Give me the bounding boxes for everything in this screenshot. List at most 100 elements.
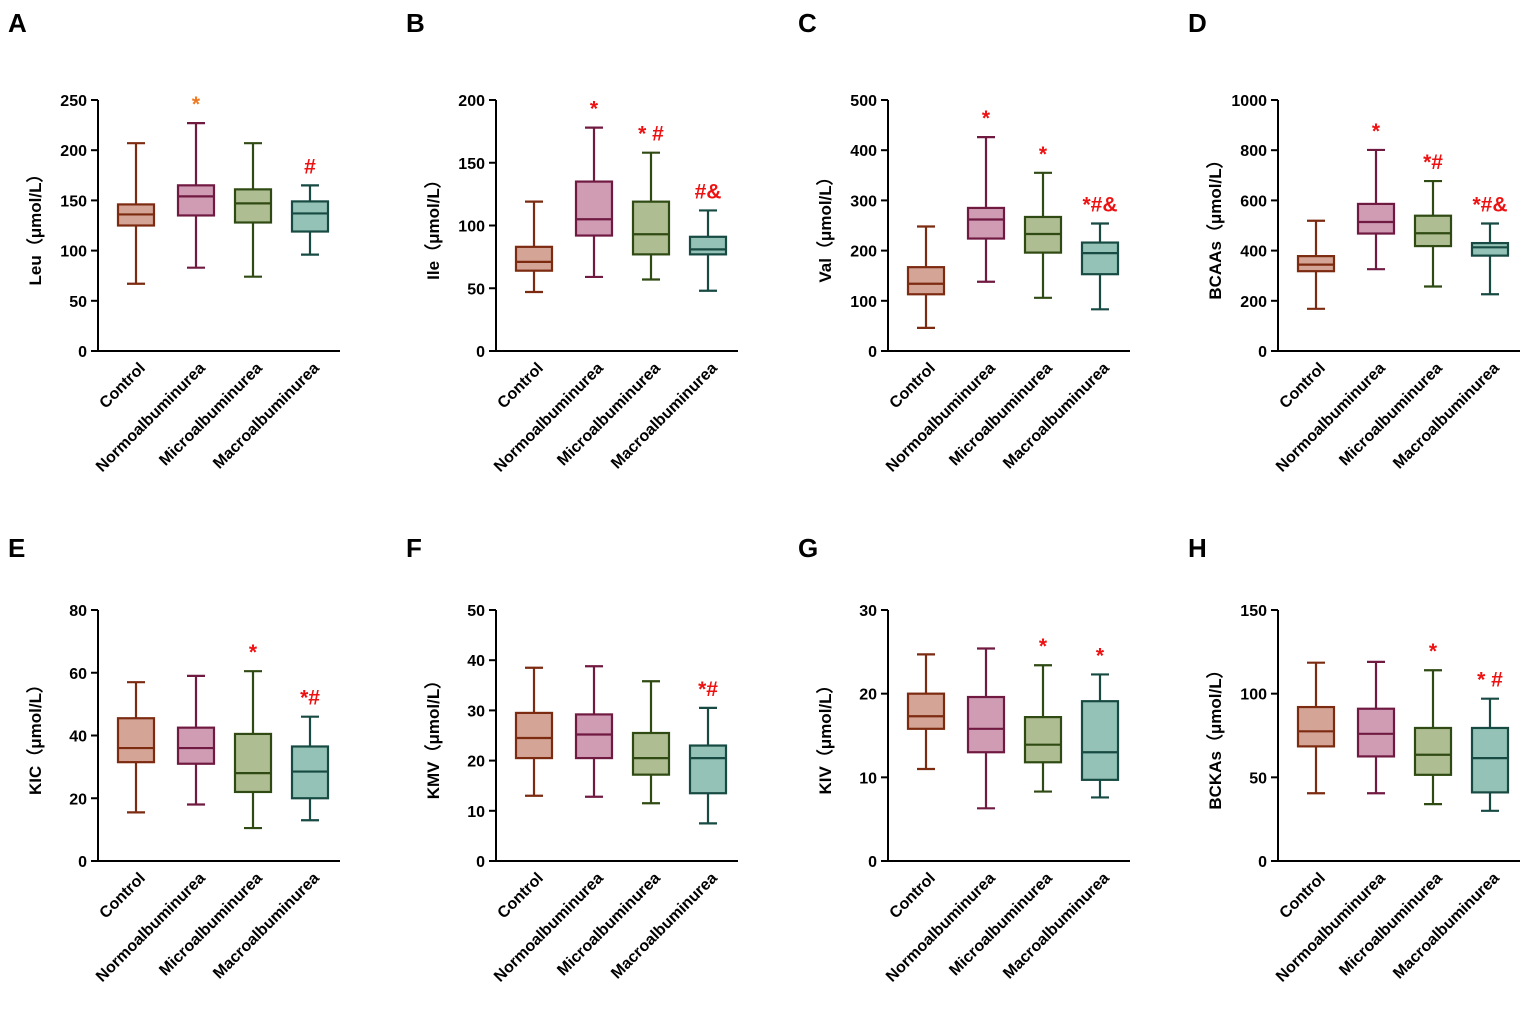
panel-letter: C xyxy=(798,8,817,38)
iqr-box xyxy=(1413,214,1453,248)
panel-letter: E xyxy=(8,533,25,563)
box-microalbuminurea xyxy=(1023,171,1063,299)
y-tick-label: 20 xyxy=(69,791,87,808)
y-tick-label: 20 xyxy=(467,754,485,771)
box-macroalbuminurea xyxy=(688,706,728,825)
box-normoalbuminurea xyxy=(1356,660,1396,795)
y-tick-label: 500 xyxy=(850,93,877,110)
significance-mark: * xyxy=(1096,644,1105,667)
panel-c: C Val（μmol/L） 0 100 200 300 400 500 Control * Norm… xyxy=(798,8,1130,476)
y-tick-label: 0 xyxy=(78,854,87,871)
x-tick-label: Microalbuminurea xyxy=(1336,870,1446,980)
iqr-box xyxy=(688,235,728,256)
iqr-box xyxy=(574,713,614,760)
iqr-box xyxy=(290,200,330,233)
x-tick-label: Macroalbuminurea xyxy=(1000,870,1113,983)
x-tick-label: Control xyxy=(495,360,547,412)
iqr-box xyxy=(906,266,946,296)
x-tick-label: Control xyxy=(887,360,939,412)
box-normoalbuminurea xyxy=(966,647,1006,810)
box-control xyxy=(906,225,946,330)
box-microalbuminurea xyxy=(233,142,273,278)
significance-mark: * xyxy=(249,641,258,664)
x-tick-label: Microalbuminurea xyxy=(156,870,266,980)
x-tick-label: Microalbuminurea xyxy=(946,360,1056,470)
y-tick-label: 1000 xyxy=(1231,93,1267,110)
y-tick-label: 150 xyxy=(1240,603,1267,620)
panel-e: E KIC（μmol/L） 0 20 40 60 80 ControlNormoalbumin… xyxy=(8,533,340,986)
y-tick-label: 50 xyxy=(467,603,485,620)
x-tick-label: Control xyxy=(1277,360,1329,412)
iqr-box xyxy=(1023,715,1063,764)
significance-mark: * xyxy=(982,107,991,130)
y-tick-label: 30 xyxy=(467,703,485,720)
panel-letter: A xyxy=(8,8,27,38)
y-tick-label: 20 xyxy=(859,687,877,704)
iqr-box xyxy=(574,180,614,237)
y-tick-label: 100 xyxy=(60,244,87,261)
x-tick-label: Normoalbuminurea xyxy=(93,360,209,476)
box-control xyxy=(116,142,156,285)
y-tick-label: 10 xyxy=(859,770,877,787)
box-macroalbuminurea xyxy=(1080,222,1120,311)
y-tick-label: 30 xyxy=(859,603,877,620)
x-tick-label: Control xyxy=(97,360,149,412)
y-axis-label: KMV（μmol/L） xyxy=(423,672,443,800)
iqr-box xyxy=(233,188,273,224)
box-control xyxy=(514,666,554,797)
x-tick-label: Macroalbuminurea xyxy=(210,870,323,983)
box-normoalbuminurea xyxy=(176,674,216,806)
y-tick-label: 200 xyxy=(60,143,87,160)
x-tick-label: Normoalbuminurea xyxy=(883,870,999,986)
significance-mark: *#& xyxy=(1082,193,1117,216)
box-control xyxy=(1296,219,1336,310)
box-control xyxy=(1296,661,1336,795)
box-microalbuminurea xyxy=(1023,664,1063,793)
x-tick-label: Normoalbuminurea xyxy=(883,360,999,476)
x-tick-label: Normoalbuminurea xyxy=(1273,360,1389,476)
significance-mark: *# xyxy=(1423,151,1443,174)
panel-a: A Leu（μmol/L） 0 50 100 150 200 250 Control * Normo… xyxy=(8,8,340,476)
y-axis-label: KIC（μmol/L） xyxy=(25,676,45,795)
panel-b: B Ile（μmol/L） 0 50 100 150 200 Control * Normoalb… xyxy=(406,8,738,476)
y-tick-label: 250 xyxy=(60,93,87,110)
significance-mark: *# xyxy=(698,678,718,701)
y-tick-label: 60 xyxy=(69,666,87,683)
iqr-box xyxy=(1080,241,1120,276)
significance-mark: * # xyxy=(1477,669,1503,692)
y-tick-label: 100 xyxy=(1240,687,1267,704)
y-axis-label: Val（μmol/L） xyxy=(815,168,835,282)
panel-letter: B xyxy=(406,8,425,38)
x-tick-label: Microalbuminurea xyxy=(156,360,266,470)
iqr-box xyxy=(1080,700,1120,781)
box-normoalbuminurea xyxy=(966,136,1006,283)
box-macroalbuminurea xyxy=(290,715,330,822)
panel-h: H BCKAs（μmol/L） 0 50 100 150 ControlNormoalbum… xyxy=(1188,533,1520,986)
x-tick-label: Control xyxy=(495,870,547,922)
box-control xyxy=(906,653,946,771)
y-tick-label: 0 xyxy=(1258,854,1267,871)
box-microalbuminurea xyxy=(631,680,671,805)
y-tick-label: 200 xyxy=(458,93,485,110)
iqr-box xyxy=(906,692,946,730)
y-tick-label: 80 xyxy=(69,603,87,620)
x-tick-label: Macroalbuminurea xyxy=(608,360,721,473)
x-tick-label: Normoalbuminurea xyxy=(491,870,607,986)
iqr-box xyxy=(966,695,1006,754)
panel-f: F KMV（μmol/L） 0 10 20 30 40 50 ControlNormoalbum… xyxy=(406,533,738,986)
x-tick-label: Normoalbuminurea xyxy=(1273,870,1389,986)
significance-mark: *# xyxy=(300,687,320,710)
y-tick-label: 0 xyxy=(1258,344,1267,361)
y-tick-label: 300 xyxy=(850,193,877,210)
box-microalbuminurea xyxy=(1413,669,1453,806)
y-axis-label: BCKAs（μmol/L） xyxy=(1205,661,1225,809)
box-microalbuminurea xyxy=(1413,179,1453,288)
y-tick-label: 0 xyxy=(868,854,877,871)
y-tick-label: 200 xyxy=(850,244,877,261)
x-tick-label: Macroalbuminurea xyxy=(1390,360,1503,473)
significance-mark: * xyxy=(1429,640,1438,663)
y-tick-label: 40 xyxy=(467,653,485,670)
x-tick-label: Macroalbuminurea xyxy=(1390,870,1503,983)
x-tick-label: Microalbuminurea xyxy=(1336,360,1446,470)
